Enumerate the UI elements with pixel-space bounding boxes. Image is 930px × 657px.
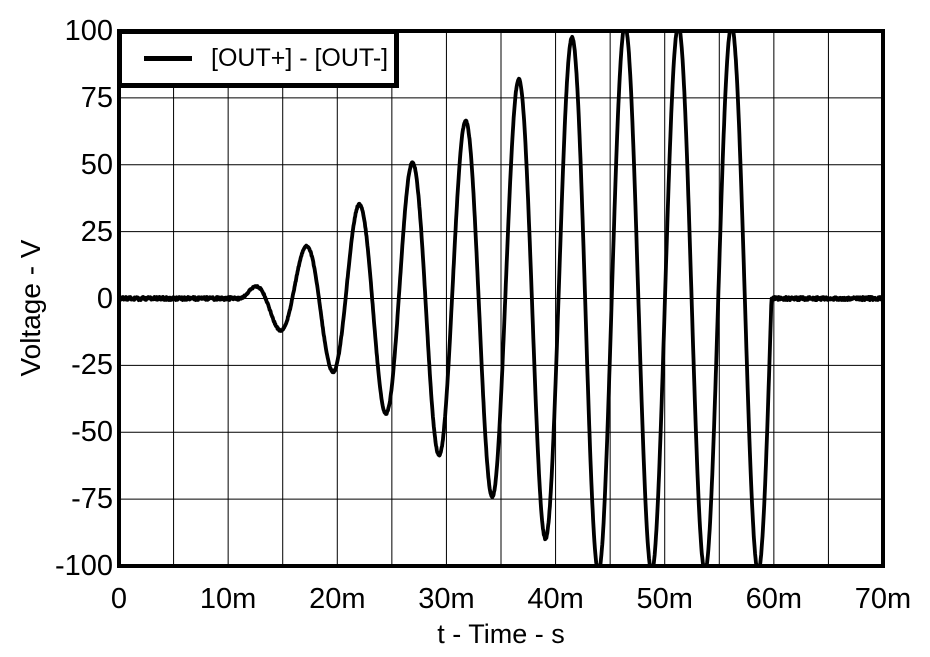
waveform-trace	[117, 29, 885, 568]
x-tick-label: 10m	[199, 583, 257, 615]
y-tick-label: 0	[96, 282, 113, 315]
x-tick-label: 70m	[854, 583, 912, 615]
x-tick-label: 60m	[745, 583, 803, 615]
y-tick-label: 50	[80, 148, 113, 181]
y-tick-label: 25	[80, 215, 113, 248]
plot-frame	[117, 29, 885, 568]
x-tick-label: 50m	[636, 583, 693, 615]
x-tick-label: 0	[110, 583, 128, 615]
x-tick-label: 20m	[309, 583, 366, 615]
legend-line-sample	[144, 56, 192, 61]
y-tick-label: -50	[71, 416, 113, 449]
y-tick-label: 75	[80, 81, 113, 114]
y-tick-label: -100	[54, 550, 113, 582]
x-axis-tick-labels: 0 10m 20m 30m 40m 50m 60m 70m	[0, 584, 930, 618]
x-axis-title: t - Time - s	[437, 619, 565, 649]
y-axis-tick-labels: 100 75 50 25 0 -25 -50 -75 -100	[0, 0, 113, 657]
y-axis-title: Voltage - V	[15, 239, 46, 377]
y-tick-label: -75	[71, 483, 113, 516]
y-tick-label: -25	[71, 349, 113, 382]
y-tick-label: 100	[64, 15, 113, 47]
legend: [OUT+] - [OUT-]	[119, 31, 399, 88]
x-tick-label: 40m	[527, 583, 584, 615]
x-tick-label: 30m	[418, 583, 475, 615]
legend-label: [OUT+] - [OUT-]	[211, 44, 389, 72]
